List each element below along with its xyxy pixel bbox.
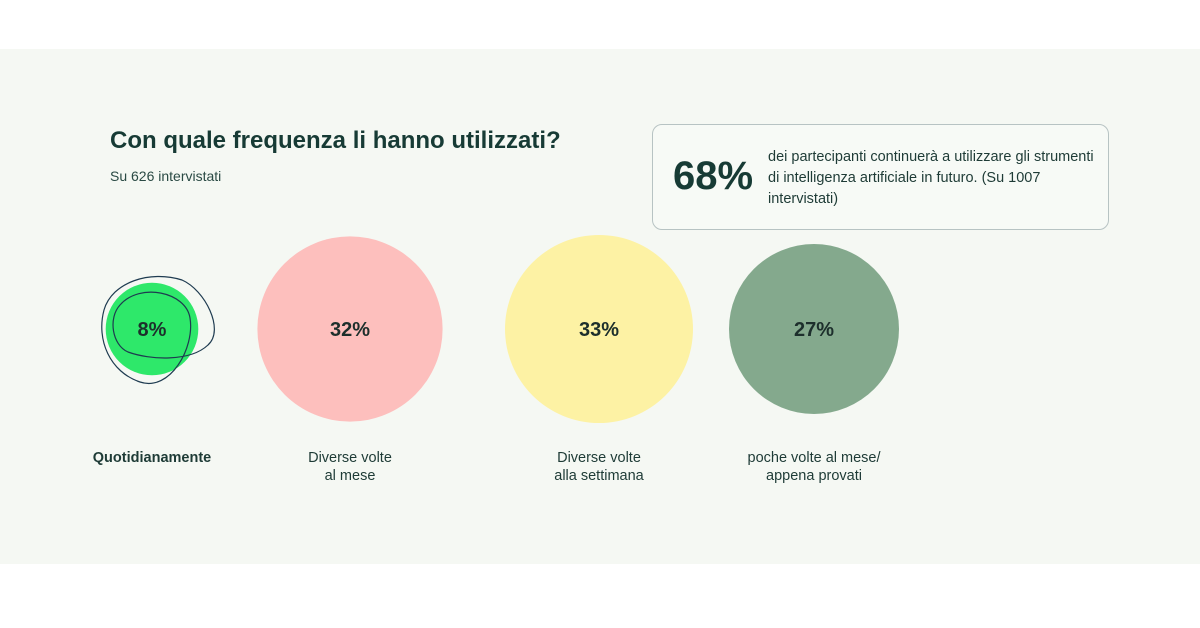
scribble-highlight-icon [101,276,215,385]
bubble-value-label-2: 33% [579,319,619,341]
highlight-stat-text: dei partecipanti continuerà a utilizzare… [768,149,1094,207]
bubble-value-label-0: 8% [138,319,167,341]
bubble-3 [729,244,899,414]
bubble-value-label-3: 27% [794,319,834,341]
bubble-value-label-1: 32% [330,319,370,341]
category-label-3: poche volte al mese/appena provati [747,450,881,484]
chart-subtitle: Su 626 intervistati [110,168,222,184]
category-label-0: Quotidianamente [92,450,212,466]
chart-title: Con quale frequenza li hanno utilizzati? [110,127,561,154]
bubble-1 [257,236,443,422]
highlight-stat-value: 68% [673,154,754,198]
highlight-stat-card: 68% dei partecipanti continuerà a utiliz… [652,124,1109,230]
category-label-1: Diverse volte al mese [308,450,392,484]
category-label-2: Diverse volte alla settimana [554,450,644,484]
bubble-2 [505,235,693,423]
